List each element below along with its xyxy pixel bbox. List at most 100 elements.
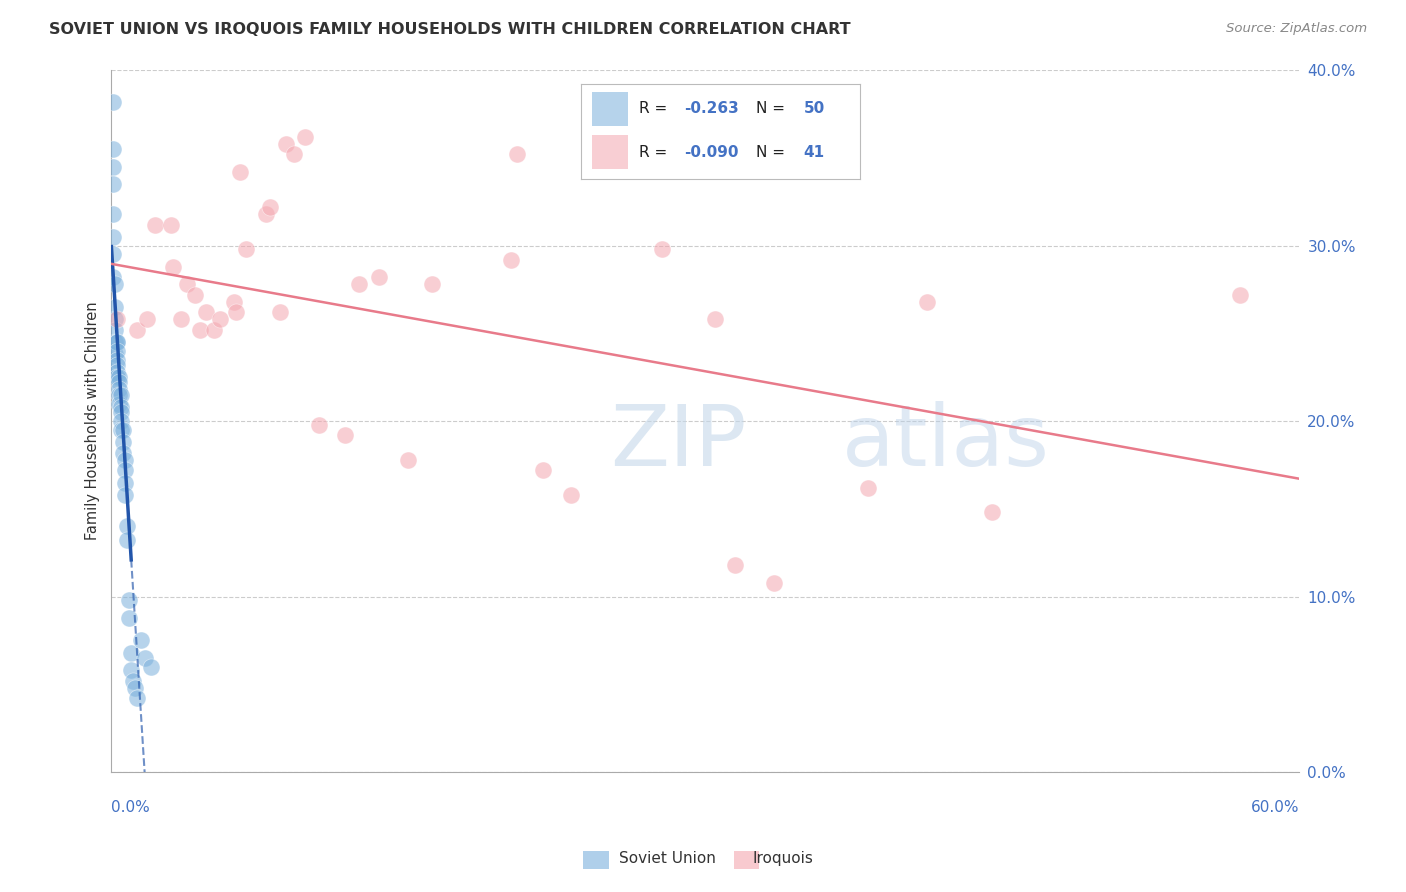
- Point: [981, 505, 1004, 519]
- Point: [103, 160, 125, 174]
- Point: [103, 142, 125, 156]
- Point: [704, 312, 727, 326]
- Point: [117, 519, 139, 533]
- Text: SOVIET UNION VS IROQUOIS FAMILY HOUSEHOLDS WITH CHILDREN CORRELATION CHART: SOVIET UNION VS IROQUOIS FAMILY HOUSEHOL…: [49, 22, 851, 37]
- Point: [162, 260, 184, 274]
- Point: [103, 247, 125, 261]
- Point: [333, 428, 356, 442]
- Text: Iroquois: Iroquois: [752, 851, 813, 865]
- Point: [110, 405, 132, 419]
- Text: ZIP: ZIP: [610, 401, 747, 483]
- Point: [195, 305, 218, 319]
- Point: [560, 488, 582, 502]
- Point: [224, 294, 246, 309]
- Point: [724, 558, 747, 572]
- Point: [104, 312, 127, 326]
- Point: [117, 533, 139, 548]
- Point: [283, 147, 305, 161]
- Point: [308, 417, 330, 432]
- Point: [105, 335, 128, 350]
- Point: [110, 423, 132, 437]
- Point: [103, 177, 125, 191]
- Point: [420, 277, 443, 292]
- Point: [110, 414, 132, 428]
- Point: [139, 660, 162, 674]
- Point: [134, 651, 156, 665]
- Point: [170, 312, 193, 326]
- Point: [122, 673, 145, 688]
- Point: [1229, 287, 1251, 301]
- Point: [235, 242, 257, 256]
- Text: Source: ZipAtlas.com: Source: ZipAtlas.com: [1226, 22, 1367, 36]
- Point: [347, 277, 370, 292]
- Point: [112, 423, 135, 437]
- Point: [104, 347, 127, 361]
- Point: [104, 335, 127, 350]
- Point: [501, 252, 523, 267]
- Point: [108, 370, 131, 384]
- Point: [209, 312, 232, 326]
- Point: [114, 475, 136, 490]
- Point: [127, 323, 149, 337]
- Point: [763, 575, 786, 590]
- Point: [120, 663, 142, 677]
- Text: 0.0%: 0.0%: [111, 800, 150, 815]
- Text: Soviet Union: Soviet Union: [619, 851, 716, 865]
- Point: [190, 323, 212, 337]
- Point: [124, 681, 146, 695]
- Point: [118, 593, 141, 607]
- Point: [225, 305, 247, 319]
- Point: [143, 218, 166, 232]
- Point: [112, 435, 135, 450]
- Point: [105, 352, 128, 367]
- Point: [105, 312, 128, 326]
- Point: [254, 207, 277, 221]
- Point: [274, 136, 297, 151]
- Point: [202, 323, 225, 337]
- Point: [506, 147, 529, 161]
- Point: [104, 300, 127, 314]
- Point: [367, 270, 389, 285]
- Point: [114, 463, 136, 477]
- Point: [114, 488, 136, 502]
- Point: [269, 305, 291, 319]
- Point: [183, 287, 205, 301]
- Point: [104, 277, 127, 292]
- Point: [651, 242, 673, 256]
- Point: [136, 312, 159, 326]
- Point: [108, 383, 131, 397]
- Point: [856, 481, 879, 495]
- Point: [120, 646, 142, 660]
- Point: [103, 207, 125, 221]
- Text: atlas: atlas: [842, 401, 1050, 483]
- Point: [159, 218, 181, 232]
- Point: [114, 452, 136, 467]
- Point: [112, 445, 135, 459]
- Point: [105, 365, 128, 379]
- Point: [110, 400, 132, 414]
- Point: [396, 452, 419, 467]
- Point: [105, 335, 128, 350]
- Point: [118, 610, 141, 624]
- Point: [915, 294, 938, 309]
- Text: 60.0%: 60.0%: [1250, 800, 1299, 815]
- Point: [108, 376, 131, 390]
- Point: [229, 165, 252, 179]
- Point: [105, 343, 128, 358]
- Point: [294, 129, 316, 144]
- Point: [176, 277, 198, 292]
- Y-axis label: Family Households with Children: Family Households with Children: [86, 301, 100, 541]
- Point: [127, 691, 149, 706]
- Point: [259, 200, 281, 214]
- Point: [104, 323, 127, 337]
- Point: [531, 463, 554, 477]
- Point: [105, 358, 128, 372]
- Point: [129, 633, 152, 648]
- Point: [105, 370, 128, 384]
- Point: [108, 396, 131, 410]
- Point: [103, 229, 125, 244]
- Point: [103, 95, 125, 109]
- Point: [103, 270, 125, 285]
- Point: [108, 388, 131, 402]
- Point: [110, 388, 132, 402]
